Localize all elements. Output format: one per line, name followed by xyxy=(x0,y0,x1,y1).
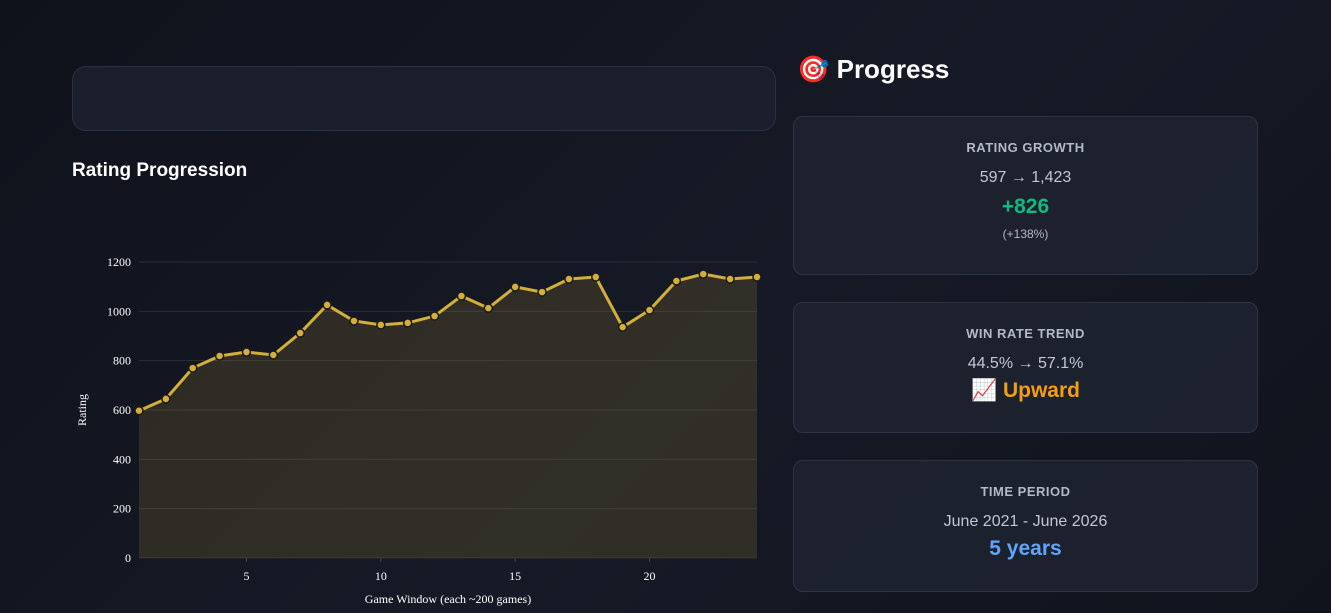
point xyxy=(483,303,494,313)
card-note: (+138%) xyxy=(1002,227,1049,241)
point xyxy=(617,322,628,332)
point xyxy=(349,316,359,326)
card-highlight: +826 xyxy=(1001,195,1050,218)
point xyxy=(268,350,279,360)
card-title: TIME PERIOD xyxy=(980,484,1071,499)
card-title: RATING GROWTH xyxy=(966,140,1085,155)
point xyxy=(376,320,386,330)
y-tick-label: 1000 xyxy=(107,304,131,318)
card: RATING GROWTH 597 → 1,423 +826 (+138%) xyxy=(793,116,1258,275)
point xyxy=(698,269,709,279)
y-tick-label: 800 xyxy=(113,354,131,368)
chart-title: Rating Progression xyxy=(72,160,248,181)
y-tick-label: 600 xyxy=(113,403,131,417)
card-highlight: 5 years xyxy=(989,537,1062,560)
point xyxy=(402,318,413,328)
y-tick-label: 0 xyxy=(125,551,131,565)
card: TIME PERIOD June 2021 - June 2026 5 year… xyxy=(793,460,1258,592)
point xyxy=(187,363,198,373)
y-axis-label: Rating xyxy=(75,394,89,426)
x-tick-label: 5 xyxy=(243,569,249,583)
y-tick-label: 200 xyxy=(113,502,131,516)
point xyxy=(564,274,574,284)
point xyxy=(671,276,682,286)
x-tick-label: 10 xyxy=(375,569,387,583)
area xyxy=(139,274,757,558)
point xyxy=(241,347,252,357)
card-detail: 597 → 1,423 xyxy=(979,169,1072,186)
point xyxy=(725,274,735,284)
point xyxy=(510,282,520,292)
card-detail: June 2021 - June 2026 xyxy=(943,513,1108,530)
x-tick-label: 15 xyxy=(509,569,521,583)
y-tick-label: 400 xyxy=(113,452,131,466)
point xyxy=(537,287,547,297)
point xyxy=(214,351,225,361)
card-detail: 44.5% → 57.1% xyxy=(967,355,1084,372)
y-tick-label: 1200 xyxy=(107,255,131,269)
point xyxy=(591,272,601,282)
card-highlight: 📈 Upward xyxy=(971,379,1080,402)
card: WIN RATE TREND 44.5% → 57.1% 📈 Upward xyxy=(793,302,1258,433)
point xyxy=(295,328,305,338)
point xyxy=(161,394,171,404)
point xyxy=(644,305,655,315)
point xyxy=(752,272,762,282)
point xyxy=(456,291,467,301)
point xyxy=(134,405,144,416)
x-tick-label: 20 xyxy=(644,569,656,583)
empty-panel xyxy=(72,66,776,131)
card-title: WIN RATE TREND xyxy=(966,326,1085,341)
progress-heading: 🎯 Progress xyxy=(797,54,950,84)
x-axis-label: Game Window (each ~200 games) xyxy=(365,592,531,606)
point xyxy=(429,311,440,321)
chart: 0 200 400 600 800 1000 1200 5 10 15 20 Game Window … xyxy=(75,255,762,606)
point xyxy=(322,300,332,310)
